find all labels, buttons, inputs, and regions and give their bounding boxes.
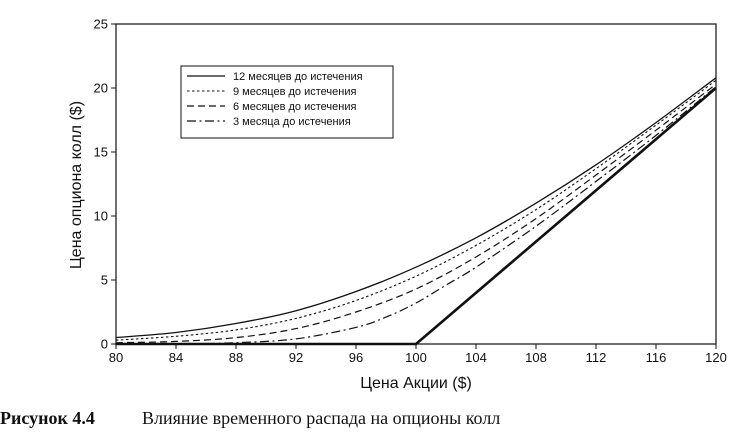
series-line-3 [115,83,717,344]
y-tick-label: 5 [101,273,108,288]
x-axis-title: Цена Акции ($) [360,375,472,392]
legend-label: 9 месяцев до истечения [233,86,356,98]
legend-label: 6 месяцев до истечения [233,101,356,113]
figure-number: Рисунок 4.4 [0,408,95,428]
series-line-4 [115,86,717,345]
x-tick-label: 100 [405,350,427,365]
figure-caption: Рисунок 4.4 Влияние временного распада на… [0,408,500,429]
figure-caption-text: Влияние временного распада на опционы ко… [142,408,501,428]
x-tick-label: 116 [646,350,667,365]
y-axis-title: Цена опциона колл ($) [68,101,85,269]
x-tick-label: 104 [465,350,487,365]
y-tick-label: 20 [94,81,108,96]
legend-box [180,65,394,139]
legend-label: 3 месяца до истечения [233,116,351,128]
legend-label: 12 месяцев до истечения [233,71,363,83]
x-tick-label: 92 [289,350,303,365]
x-tick-label: 96 [349,350,363,365]
call-option-time-decay-chart: Цена опциона колл ($) Цена Акции ($) 80 8… [68,17,727,393]
series-line-1 [115,77,717,339]
y-tick-label: 0 [101,337,108,352]
x-tick-label: 120 [705,350,727,365]
intrinsic-value-line [116,87,717,346]
y-tick-label: 15 [94,145,108,160]
x-tick-label: 108 [525,350,547,365]
x-tick-label: 88 [229,350,243,365]
y-tick-label: 25 [94,17,108,32]
x-tick-label: 80 [109,350,123,365]
x-tick-label: 84 [169,350,183,365]
series-line-2 [115,79,717,341]
x-tick-label: 112 [586,350,607,365]
y-tick-label: 10 [94,209,108,224]
